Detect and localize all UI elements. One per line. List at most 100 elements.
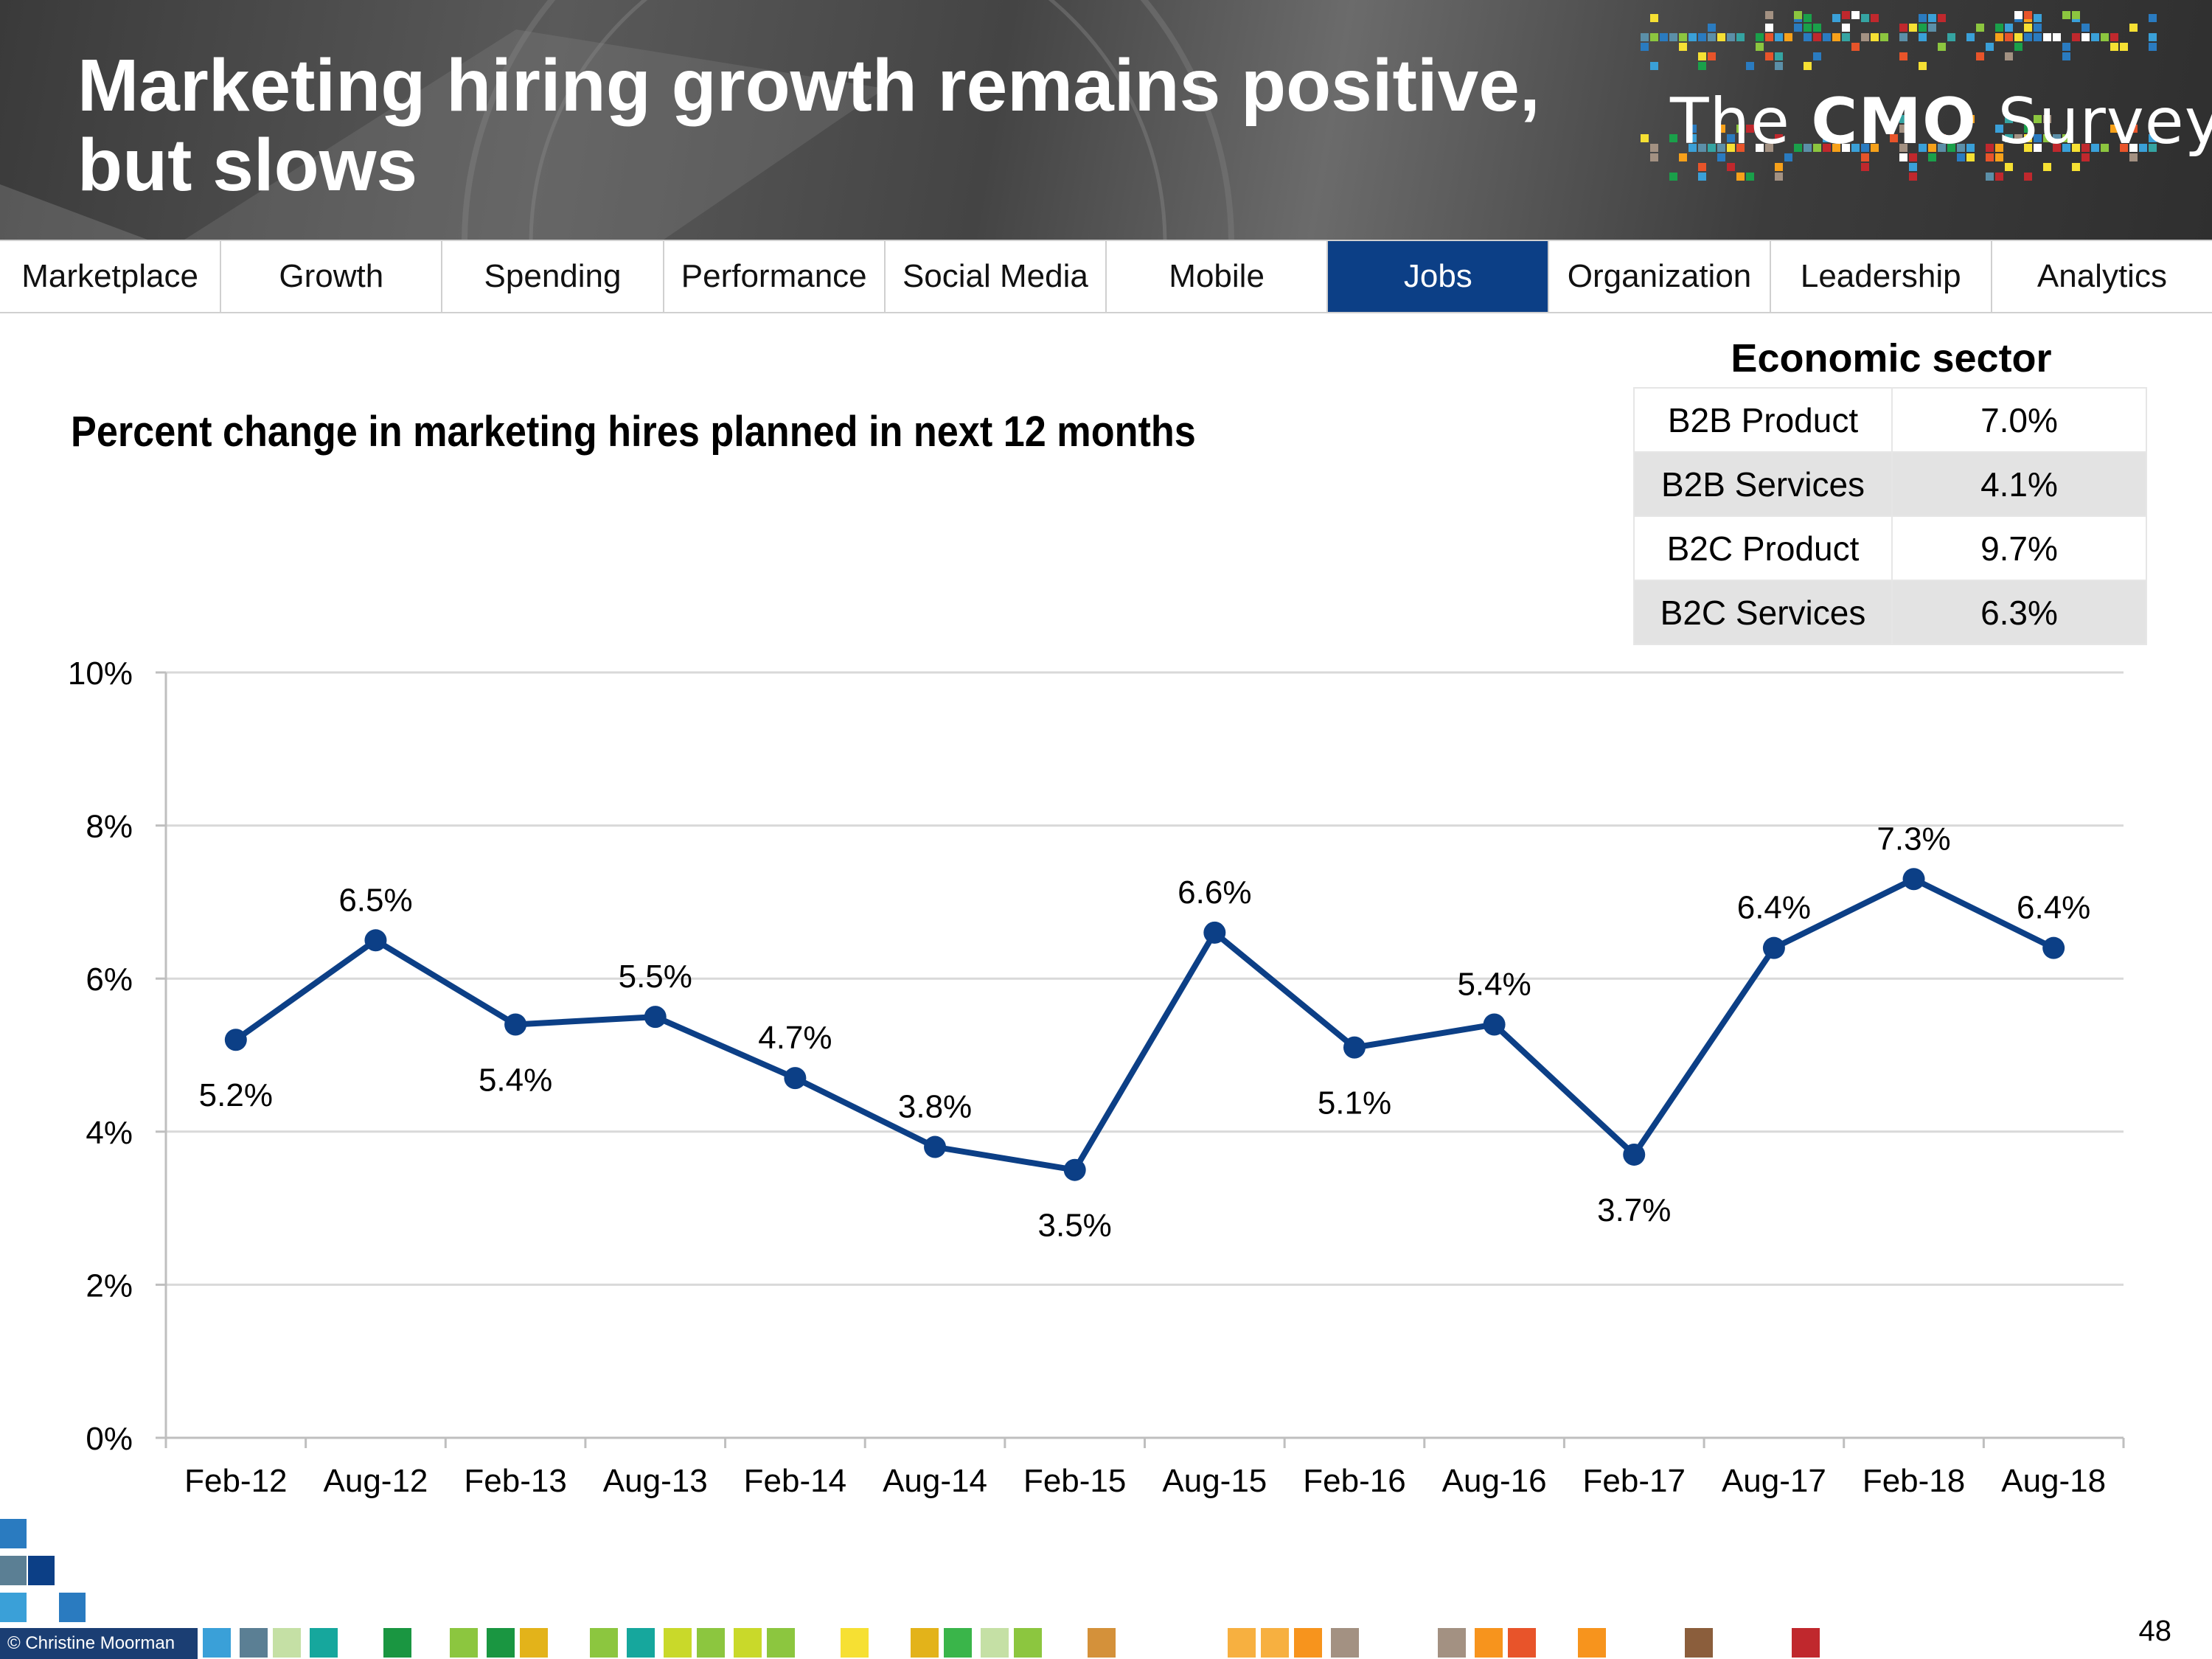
data-label: 6.6% (1178, 874, 1251, 911)
logo-pixel (1842, 11, 1850, 19)
logo-pixel (2024, 33, 2032, 41)
footer-square (0, 1593, 27, 1622)
footer-square (1685, 1628, 1713, 1658)
x-tick-label: Aug-14 (883, 1463, 987, 1499)
footer-square (520, 1628, 548, 1658)
logo-pixel (1899, 125, 1907, 133)
logo-pixel (1899, 24, 1907, 32)
logo-pixel (1851, 11, 1860, 19)
logo-pixel (1813, 24, 1821, 32)
logo-pixel (2072, 33, 2080, 41)
logo-pixel (1717, 33, 1725, 41)
tab-performance[interactable]: Performance (664, 241, 886, 312)
tab-spending[interactable]: Spending (442, 241, 664, 312)
logo-pixel (2034, 115, 2042, 123)
data-label: 5.2% (199, 1077, 273, 1113)
logo-pixel (1919, 24, 1927, 32)
tab-organization[interactable]: Organization (1549, 241, 1771, 312)
footer-square (0, 1519, 27, 1548)
logo-pixel (2024, 125, 2032, 133)
data-point (1902, 868, 1925, 891)
logo-pixel (2129, 144, 2138, 152)
tab-mobile[interactable]: Mobile (1107, 241, 1329, 312)
line-chart: 0% 2% 4% 6% 8% 10% Feb-12 Aug-12 Feb-13 Aug-13 Feb… (68, 655, 2125, 1499)
data-label: 4.7% (758, 1020, 832, 1056)
logo-pixel (2043, 33, 2051, 41)
sector-label: B2B Services (1633, 451, 1893, 517)
logo-pixel (1660, 33, 1668, 41)
data-label: 5.4% (1457, 966, 1531, 1002)
data-point (224, 1029, 247, 1051)
logo-pixel (1928, 144, 1936, 152)
logo-pixel (1804, 33, 1812, 41)
logo-pixel (1804, 62, 1812, 70)
logo-pixel (1938, 134, 1946, 142)
logo-pixel (1784, 153, 1792, 161)
logo-pixel (1756, 144, 1764, 152)
logo-pixel (1976, 52, 1984, 60)
logo-pixel (1775, 52, 1783, 60)
logo-text-bold: CMO (1811, 85, 1978, 159)
logo-pixel (1775, 33, 1783, 41)
sector-value: 6.3% (1891, 580, 2147, 645)
footer-square (1438, 1628, 1466, 1658)
logo-pixel (2110, 125, 2118, 133)
logo-pixel (2005, 24, 2013, 32)
logo-pixel (1871, 14, 1879, 22)
footer-square (487, 1628, 515, 1658)
logo-pixel (1966, 153, 1975, 161)
logo-pixel (1947, 144, 1955, 152)
footer-square (1294, 1628, 1322, 1658)
logo-pixel (1698, 52, 1706, 60)
logo-pixel (1775, 173, 1783, 181)
data-point (1483, 1013, 1506, 1036)
data-label: 5.5% (619, 959, 692, 995)
tab-growth[interactable]: Growth (221, 241, 443, 312)
logo-pixel (1669, 33, 1677, 41)
footer-square (1261, 1628, 1289, 1658)
logo-pixel (1823, 134, 1831, 142)
x-tick-label: Feb-14 (744, 1463, 846, 1499)
logo-pixel (1804, 144, 1812, 152)
logo-pixel (2149, 14, 2157, 22)
logo-pixel (2062, 134, 2070, 142)
logo-pixel (1986, 43, 1994, 51)
data-label: 6.4% (1737, 890, 1811, 926)
tab-leadership[interactable]: Leadership (1771, 241, 1992, 312)
logo-pixel (1756, 33, 1764, 41)
logo-pixel (1909, 153, 1917, 161)
x-tick-label: Feb-18 (1863, 1463, 1965, 1499)
logo-pixel (2053, 134, 2061, 142)
logo-pixel (1957, 153, 1965, 161)
tab-jobs[interactable]: Jobs (1328, 241, 1550, 312)
logo-pixel (1765, 144, 1773, 152)
x-tick-label: Feb-16 (1303, 1463, 1405, 1499)
logo-pixel (2005, 52, 2013, 60)
footer-square (59, 1593, 86, 1622)
logo-pixel (1641, 33, 1649, 41)
logo-pixel (1727, 33, 1735, 41)
logo-pixel (1851, 144, 1860, 152)
footer-square (383, 1628, 411, 1658)
tab-social-media[interactable]: Social Media (886, 241, 1107, 312)
footer-square (734, 1628, 762, 1658)
footer-square (273, 1628, 301, 1658)
logo-pixel (1679, 33, 1687, 41)
logo-pixel (1832, 33, 1840, 41)
logo-pixel (2062, 52, 2070, 60)
data-point (1343, 1036, 1366, 1059)
logo-pixel (1679, 43, 1687, 51)
tab-analytics[interactable]: Analytics (2037, 258, 2167, 294)
footer-square (310, 1628, 338, 1658)
logo-text-suffix: Survey (1997, 85, 2212, 159)
tab-marketplace[interactable]: Marketplace (0, 241, 222, 312)
logo-pixel (1698, 163, 1706, 171)
x-tick-label: Feb-12 (184, 1463, 287, 1499)
logo-pixel (2081, 24, 2090, 32)
logo-pixel (1938, 144, 1946, 152)
logo-pixel (1938, 43, 1946, 51)
logo-pixel (1861, 144, 1869, 152)
logo-pixel-pattern (1641, 11, 2157, 181)
logo-pixel (2062, 43, 2070, 51)
y-tick-label: 2% (86, 1267, 133, 1304)
